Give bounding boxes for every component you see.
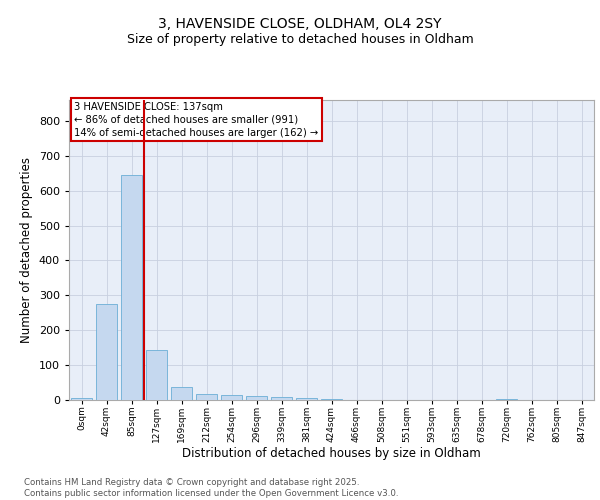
Bar [496,398,517,400]
Bar [121,175,142,400]
Bar [146,350,167,400]
Bar [271,397,292,400]
Bar [246,396,267,400]
Bar [321,399,342,400]
Bar [171,387,192,400]
Text: 3 HAVENSIDE CLOSE: 137sqm
← 86% of detached houses are smaller (991)
14% of semi: 3 HAVENSIDE CLOSE: 137sqm ← 86% of detac… [74,102,319,138]
Bar [71,398,92,400]
Text: Contains HM Land Registry data © Crown copyright and database right 2025.
Contai: Contains HM Land Registry data © Crown c… [24,478,398,498]
Y-axis label: Number of detached properties: Number of detached properties [20,157,33,343]
Bar [296,398,317,400]
Text: 3, HAVENSIDE CLOSE, OLDHAM, OL4 2SY: 3, HAVENSIDE CLOSE, OLDHAM, OL4 2SY [158,18,442,32]
Bar [221,396,242,400]
Text: Size of property relative to detached houses in Oldham: Size of property relative to detached ho… [127,32,473,46]
Bar [96,304,117,400]
Bar [196,394,217,400]
X-axis label: Distribution of detached houses by size in Oldham: Distribution of detached houses by size … [182,448,481,460]
